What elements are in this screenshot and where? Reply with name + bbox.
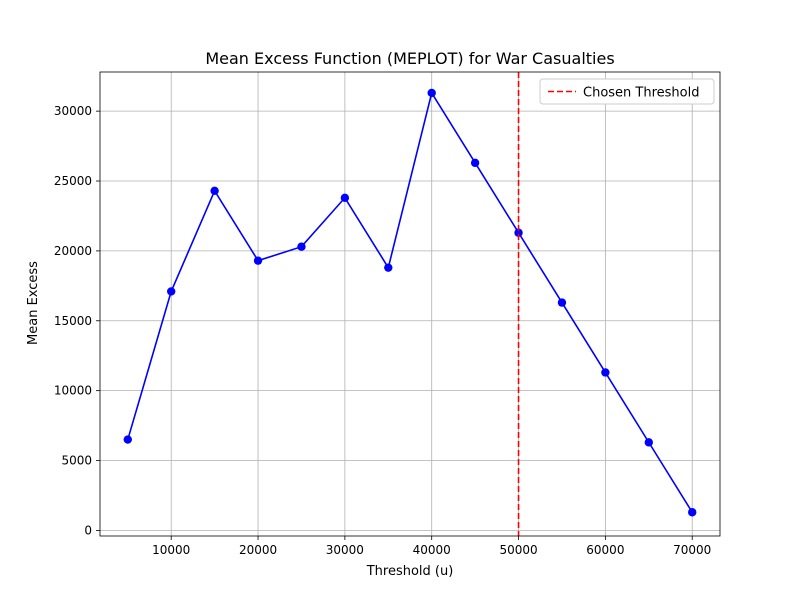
data-point: [514, 228, 523, 237]
x-axis-label: Threshold (u): [366, 564, 454, 579]
plot-area: [123, 72, 697, 536]
legend: Chosen Threshold: [539, 78, 715, 105]
axes-frame: [99, 71, 721, 537]
y-tick-label: 30000: [54, 104, 92, 118]
series-line: [127, 90, 693, 513]
data-point: [644, 438, 653, 447]
y-tick-label: 15000: [54, 314, 92, 328]
chart-title: Mean Excess Function (MEPLOT) for War Ca…: [205, 49, 614, 68]
y-tick-label: 20000: [54, 244, 92, 258]
x-tick-label: 10000: [152, 543, 190, 557]
x-tick-label: 20000: [239, 543, 277, 557]
y-tick-label: 5000: [61, 454, 92, 468]
data-point: [427, 88, 436, 98]
data-point: [253, 256, 263, 265]
legend-box: [539, 78, 715, 105]
data-point: [688, 508, 697, 517]
y-tick-label: 0: [84, 523, 92, 537]
x-tick-label: 30000: [326, 543, 364, 557]
data-point: [297, 242, 306, 251]
data-point: [210, 186, 219, 195]
data-point: [167, 287, 176, 296]
x-tick-label: 50000: [499, 543, 537, 557]
x-tick-label: 40000: [413, 543, 451, 557]
legend-label: Chosen Threshold: [583, 86, 699, 101]
axes: 10000 20000 30000 40000 50000 60000 70000 0 5000…: [54, 71, 721, 557]
x-tick-label: 60000: [586, 543, 624, 557]
data-point: [557, 298, 567, 307]
data-point: [384, 263, 393, 272]
data-point: [470, 158, 480, 168]
x-tick-label: 70000: [673, 543, 711, 557]
y-tick-label: 10000: [54, 384, 92, 398]
data-point: [123, 435, 132, 444]
data-point: [601, 368, 610, 377]
y-tick-label: 25000: [54, 174, 92, 188]
data-point: [340, 193, 350, 202]
y-axis-label: Mean Excess: [26, 261, 41, 345]
